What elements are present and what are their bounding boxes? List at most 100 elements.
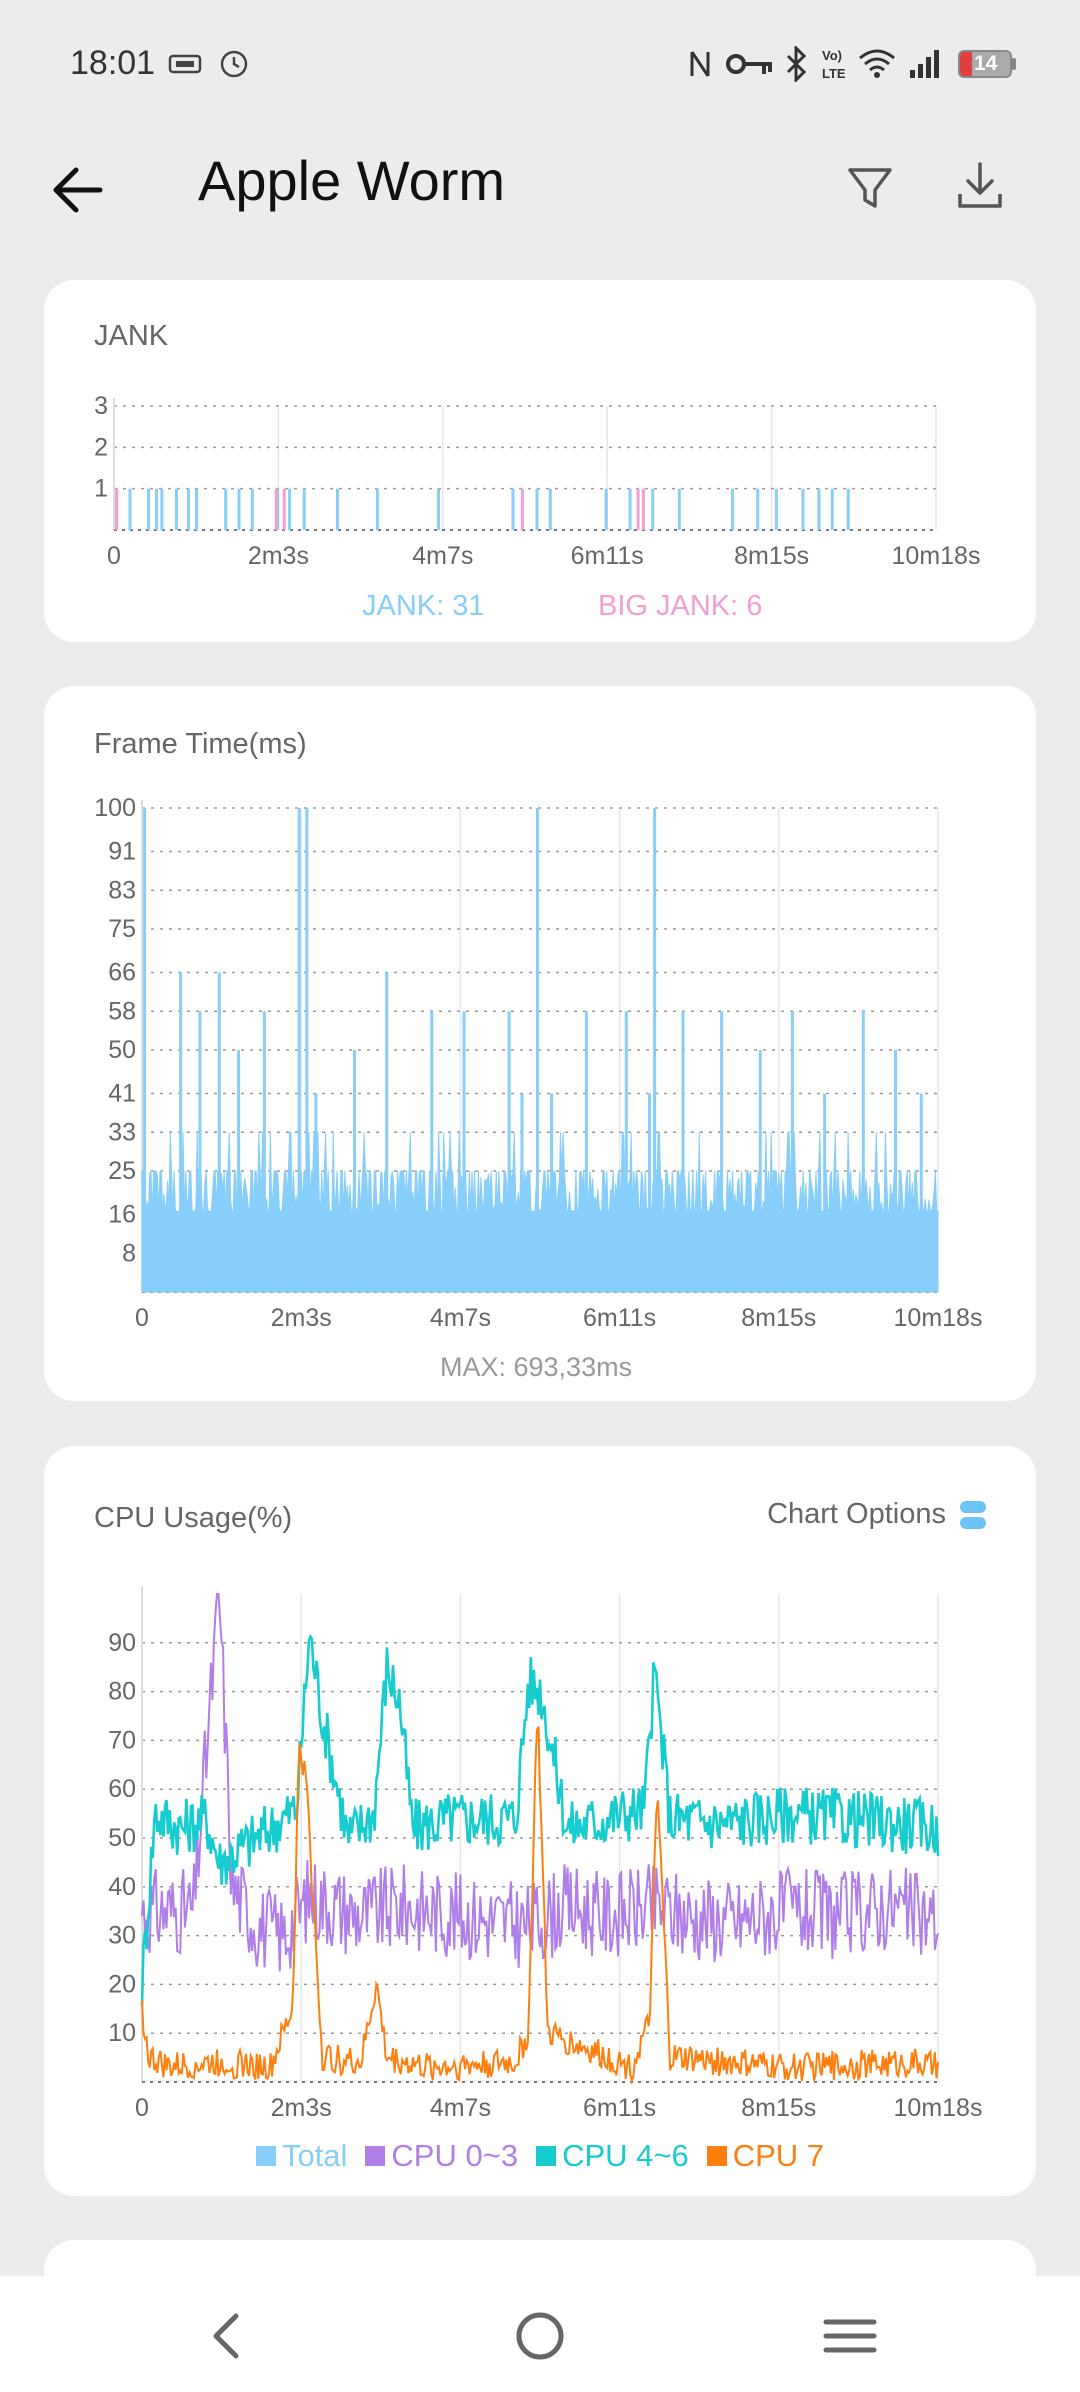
frame-y-tick: 8 [122, 1239, 136, 1267]
jank-card: JANK 0 2m3s 4m7s 6m11s 8m15s 10m18s 1 2 3 JANK: … [44, 280, 1036, 642]
cpu-y-tick: 90 [108, 1629, 136, 1657]
bluetooth-icon [786, 46, 807, 82]
cpu-legend-label: CPU 0~3 [391, 2138, 519, 2173]
chart-options-label: Chart Options [767, 1498, 946, 1530]
legend-swatch-icon [255, 2146, 276, 2166]
jank-chart: 0 2m3s 4m7s 6m11s 8m15s 10m18s 1 2 3 [94, 392, 981, 570]
frame-y-tick: 58 [108, 997, 136, 1025]
cpu-x-tick: 4m7s [430, 2094, 491, 2122]
cpu-legend-item: CPU 7 [706, 2138, 825, 2174]
sim-card-icon [168, 54, 202, 74]
cpu-x-tick: 6m11s [583, 2094, 656, 2122]
jank-y-tick: 2 [94, 433, 108, 461]
page-title: Apple Worm [198, 149, 506, 212]
jank-x-tick: 2m3s [248, 542, 309, 570]
download-icon [958, 162, 1002, 208]
nav-home-button[interactable] [500, 2296, 580, 2376]
cpu-x-tick: 0 [135, 2094, 149, 2122]
cpu-title: CPU Usage(%) [94, 1502, 293, 1534]
cpu-series-line [141, 1593, 939, 1972]
cpu-series-line [140, 1633, 940, 2007]
legend-jank: JANK: 31 [362, 590, 485, 622]
cpu-x-tick: 8m15s [741, 2094, 816, 2122]
frame-y-tick: 33 [108, 1118, 136, 1146]
cpu-x-tick: 10m18s [894, 2094, 983, 2122]
nav-recents-button[interactable] [810, 2296, 890, 2376]
cpu-legend-item: CPU 0~3 [365, 2138, 518, 2174]
status-time: 18:01 [70, 44, 156, 82]
legend-swatch-icon [365, 2146, 386, 2166]
cpu-y-tick: 50 [108, 1824, 136, 1852]
frame-x-tick: 6m11s [583, 1304, 656, 1332]
download-button[interactable] [940, 146, 1020, 226]
frame-y-tick: 91 [108, 838, 136, 866]
frame-x-tick: 2m3s [271, 1304, 332, 1332]
battery-level: 14 [974, 52, 998, 75]
jank-title: JANK [94, 320, 169, 352]
frame-y-tick: 100 [94, 794, 136, 822]
home-circle-icon [516, 2312, 564, 2360]
cpu-y-tick: 20 [108, 1970, 136, 1998]
cpu-legend: Total CPU 0~3 CPU 4~6 CPU 7 [44, 2138, 1036, 2174]
filter-button[interactable] [830, 146, 910, 226]
cpu-legend-label: Total [281, 2138, 348, 2173]
jank-x-tick: 6m11s [571, 542, 644, 570]
menu-icon [823, 2319, 877, 2353]
cpu-legend-label: CPU 7 [732, 2138, 825, 2173]
nfc-icon [690, 51, 710, 77]
frame-time-area [141, 1131, 939, 1293]
frame-x-tick: 0 [135, 1304, 149, 1332]
cpu-chart: 0 2m3s 4m7s 6m11s 8m15s 10m18s 10 20 30 40 50 60 70 8… [108, 1586, 983, 2122]
jank-x-tick: 8m15s [734, 542, 809, 570]
back-button[interactable] [40, 150, 120, 230]
frame-x-tick: 8m15s [741, 1304, 816, 1332]
frame-x-tick: 4m7s [430, 1304, 491, 1332]
cpu-y-tick: 10 [108, 2019, 136, 2047]
jank-x-tick: 10m18s [892, 542, 981, 570]
cpu-y-tick: 40 [108, 1873, 136, 1901]
jank-x-tick: 4m7s [412, 542, 473, 570]
svg-text:LTE: LTE [822, 66, 846, 81]
back-arrow-icon [53, 167, 103, 213]
legend-big-jank: BIG JANK: 6 [598, 590, 763, 622]
cpu-legend-item: Total [255, 2138, 348, 2174]
frame-x-tick: 10m18s [894, 1304, 983, 1332]
battery-icon: 14 [958, 50, 1012, 78]
jank-y-tick: 1 [94, 475, 108, 503]
cpu-x-tick: 2m3s [271, 2094, 332, 2122]
frame-y-tick: 41 [108, 1080, 136, 1108]
frame-y-tick: 75 [108, 915, 136, 943]
vpn-key-icon [726, 54, 772, 74]
cpu-y-tick: 80 [108, 1678, 136, 1706]
svg-text:Vo): Vo) [822, 48, 842, 63]
cpu-series-line [141, 1726, 939, 2085]
toggle-icon [960, 1500, 986, 1529]
frame-y-tick: 16 [108, 1201, 136, 1229]
app-bar: Apple Worm [0, 130, 1080, 240]
cpu-y-tick: 70 [108, 1726, 136, 1754]
wifi-icon [859, 49, 895, 78]
jank-x-tick: 0 [107, 542, 121, 570]
frame-y-tick: 25 [108, 1157, 136, 1185]
legend-swatch-icon [706, 2146, 727, 2166]
frame-y-tick: 66 [108, 959, 136, 987]
nav-back-button[interactable] [186, 2296, 266, 2376]
frame-time-chart: 0 2m3s 4m7s 6m11s 8m15s 10m18s 8 16 25 33 41 50 58 66… [94, 794, 983, 1332]
frame-y-tick: 50 [108, 1036, 136, 1064]
cpu-card: CPU Usage(%) Chart Options 0 2m3s 4m7s 6m11… [44, 1446, 1036, 2196]
volte-icon: Vo) LTE [822, 48, 846, 81]
filter-icon [848, 168, 892, 208]
status-bar: 18:01 Vo) LTE 14 [0, 0, 1080, 130]
frame-max-label: MAX: 693,33ms [440, 1352, 633, 1382]
cpu-y-tick: 60 [108, 1775, 136, 1803]
navigation-bar [0, 2276, 1080, 2392]
chart-options-button[interactable]: Chart Options [767, 1498, 986, 1531]
alarm-icon [220, 50, 248, 78]
cpu-legend-item: CPU 4~6 [536, 2138, 689, 2174]
legend-swatch-icon [536, 2146, 557, 2166]
frame-time-card: Frame Time(ms) 0 2m3s 4m7s 6m11s 8m15s 10m18s… [44, 686, 1036, 1401]
cpu-y-tick: 30 [108, 1922, 136, 1950]
nav-back-icon [213, 2313, 239, 2359]
frame-time-title: Frame Time(ms) [94, 728, 307, 760]
frame-y-tick: 83 [108, 876, 136, 904]
